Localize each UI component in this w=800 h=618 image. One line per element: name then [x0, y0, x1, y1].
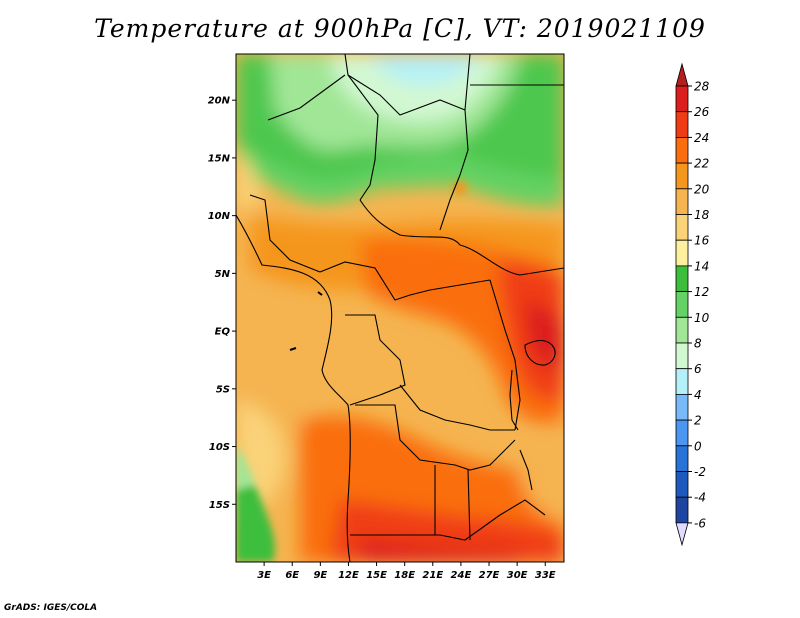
colorbar-segment	[675, 265, 689, 292]
grads-credit: GrADS: IGES/COLA	[4, 603, 98, 613]
colorbar-segment	[675, 471, 689, 498]
lon-tick-label: 30E	[507, 570, 528, 581]
colorbar-label: 24	[694, 131, 709, 145]
lat-tick-label: 10N	[208, 211, 231, 222]
colorbar-label: 26	[694, 105, 710, 119]
map-title: Temperature at 900hPa [C], VT: 201902110…	[94, 14, 706, 43]
latitude-axis: 20N 15N 10N 5N EQ 5S 10S 15S	[208, 96, 236, 511]
colorbar-label: 28	[694, 80, 710, 94]
colorbar-segment	[675, 136, 689, 164]
colorbar-top-arrow	[675, 62, 689, 87]
lon-tick-label: 15E	[366, 570, 387, 581]
lon-tick-label: 24E	[451, 570, 472, 581]
colorbar-label: 16	[694, 234, 710, 248]
colorbar-segment	[675, 316, 689, 344]
lat-tick-label: 5S	[216, 384, 230, 395]
lat-tick-label: EQ	[215, 327, 231, 338]
colorbar-label: 6	[694, 362, 702, 376]
colorbar-segment	[675, 342, 689, 370]
lon-tick-label: 12E	[338, 570, 359, 581]
lat-tick-label: 15N	[208, 153, 231, 164]
lon-tick-label: 6E	[285, 570, 299, 581]
map-frame	[235, 53, 565, 563]
colorbar-label: 18	[694, 208, 710, 222]
lat-tick-label: 15S	[209, 500, 230, 511]
longitude-axis: 3E 6E 9E 12E 15E 18E 21E 24E 27E 30E 33E	[257, 562, 556, 581]
colorbar-label: 8	[694, 337, 702, 351]
colorbar-label: 22	[694, 157, 709, 171]
colorbar-segment	[675, 368, 689, 395]
colorbar-label: -2	[694, 465, 706, 479]
colorbar-segment	[675, 162, 689, 190]
lat-tick-label: 10S	[209, 442, 230, 453]
colorbar-segment	[675, 214, 689, 241]
lon-tick-label: 18E	[394, 570, 415, 581]
colorbar-label: 10	[694, 311, 710, 325]
colorbar-segment	[675, 496, 689, 524]
colorbar-segment	[675, 239, 689, 267]
lon-tick-label: 3E	[257, 570, 271, 581]
colorbar-segment	[675, 419, 689, 447]
colorbar-bottom-arrow	[675, 522, 689, 547]
colorbar-segment	[675, 188, 689, 215]
colorbar-label: 0	[694, 439, 702, 453]
coastlines-and-borders	[236, 54, 564, 562]
colorbar-label: 4	[694, 388, 702, 402]
colorbar-label: 14	[694, 259, 709, 273]
colorbar-segment	[675, 445, 689, 472]
colorbar-segment	[675, 291, 689, 318]
colorbar-label: 2	[694, 414, 702, 428]
lon-tick-label: 9E	[313, 570, 327, 581]
lon-tick-label: 27E	[479, 570, 500, 581]
colorbar-label: -6	[694, 516, 706, 530]
temperature-field	[236, 54, 564, 562]
lon-tick-label: 33E	[535, 570, 556, 581]
colorbar-segment	[675, 111, 689, 138]
colorbar-segment	[675, 393, 689, 421]
lat-tick-label: 5N	[215, 269, 231, 280]
colorbar-label: 12	[694, 285, 709, 299]
colorbar-segment	[675, 85, 689, 113]
lat-tick-label: 20N	[208, 96, 231, 107]
colorbar-label: 20	[694, 182, 710, 196]
lon-tick-label: 21E	[422, 570, 443, 581]
colorbar-label: -4	[694, 491, 706, 505]
